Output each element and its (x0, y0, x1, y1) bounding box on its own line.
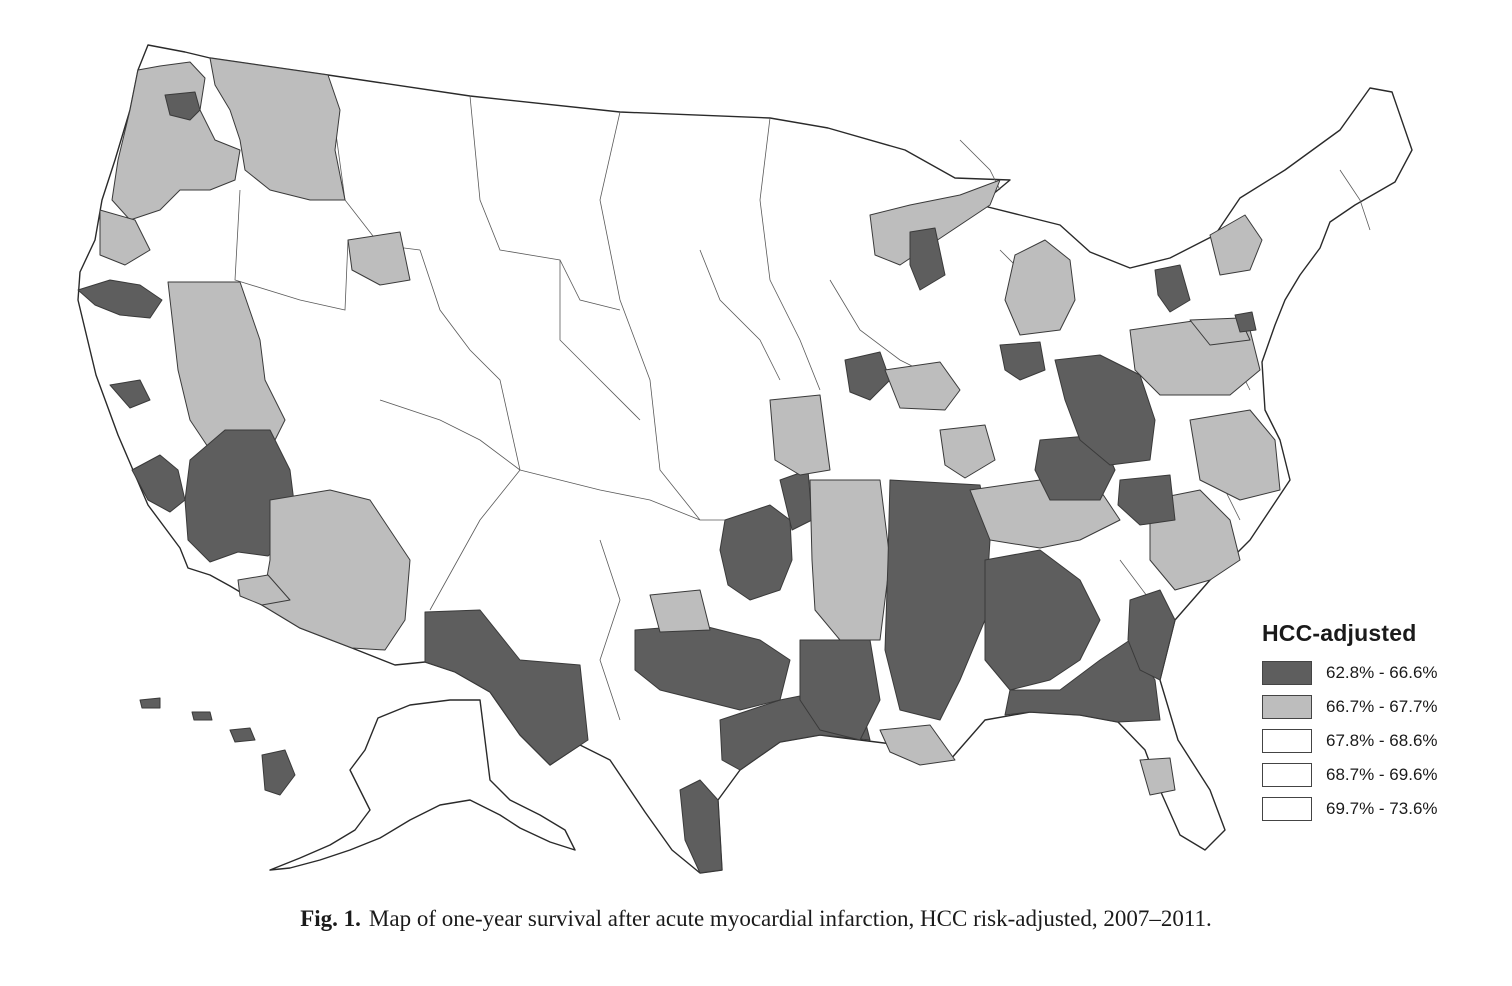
region-dallas-central-texas (634, 624, 791, 711)
region-central-florida (1139, 757, 1176, 796)
region-northern-new-york (1154, 264, 1191, 313)
region-virginia-east (1189, 409, 1281, 501)
legend-item: 69.7% - 73.6% (1262, 793, 1482, 824)
region-seattle-area (164, 91, 201, 121)
region-detroit-ohio (999, 341, 1046, 381)
legend-swatch (1262, 796, 1312, 821)
region-sacramento (109, 379, 151, 409)
legend-item: 66.7% - 67.7% (1262, 691, 1482, 722)
region-wisconsin-north (909, 227, 946, 291)
region-eastern-washington (209, 57, 346, 201)
region-louisiana-south (879, 724, 956, 766)
legend-swatch (1262, 728, 1312, 753)
caption-text: Map of one-year survival after acute myo… (368, 906, 1212, 931)
region-southwest-arizona (237, 574, 291, 606)
region-louisiana (799, 639, 881, 741)
figure-caption: Fig. 1. Map of one-year survival after ac… (0, 906, 1512, 932)
legend-label: 69.7% - 73.6% (1326, 798, 1438, 818)
region-hawaii-big-island (261, 749, 296, 796)
region-oklahoma-east (649, 589, 711, 633)
region-oregon-coast (99, 209, 151, 266)
region-florida-north (1127, 589, 1176, 681)
legend-item: 68.7% - 69.6% (1262, 759, 1482, 790)
region-northern-california-coast (77, 279, 163, 319)
legend-label: 62.8% - 66.6% (1326, 662, 1438, 682)
legend-swatch (1262, 694, 1312, 719)
region-hawaii-oahu (139, 697, 161, 709)
region-northern-illinois (844, 351, 891, 401)
region-western-washington (111, 61, 241, 221)
legend-swatch (1262, 660, 1312, 685)
region-south-texas-coast (679, 779, 723, 874)
region-central-carolinas (1117, 474, 1176, 526)
hrr-regions (77, 57, 1281, 874)
region-northern-michigan (869, 179, 1001, 266)
region-missouri-south (939, 424, 996, 479)
region-south-georgia (1004, 639, 1161, 723)
legend-item: 67.8% - 68.6% (1262, 725, 1482, 756)
hawaii-island-maui (229, 727, 256, 743)
legend-label: 67.8% - 68.6% (1326, 730, 1438, 750)
region-ohio-east (1054, 354, 1156, 466)
region-new-england (1209, 214, 1263, 276)
region-illinois-indiana (884, 361, 961, 411)
caption-label: Fig. 1. (300, 906, 361, 931)
legend-rows: 62.8% - 66.6% 66.7% - 67.7% 67.8% - 68.6% 6… (1262, 657, 1482, 824)
hawaii-small-islands (191, 711, 256, 743)
legend-swatch (1262, 762, 1312, 787)
legend-item: 62.8% - 66.6% (1262, 657, 1482, 688)
region-vermont-nh (1189, 317, 1251, 346)
region-ozarks (719, 504, 793, 601)
region-west-texas (424, 609, 589, 766)
legend-label: 66.7% - 67.7% (1326, 696, 1438, 716)
alaska-outline (269, 699, 576, 871)
region-iowa-missouri (769, 394, 831, 476)
region-michigan-lower (1004, 239, 1076, 336)
region-arkansas-mid (809, 479, 891, 641)
region-maine-coast (1234, 311, 1257, 333)
region-idaho-east (347, 231, 411, 286)
legend-label: 68.7% - 69.6% (1326, 764, 1438, 784)
region-alabama-georgia (984, 549, 1101, 691)
legend: HCC-adjusted 62.8% - 66.6% 66.7% - 67.7% 6… (1262, 620, 1482, 827)
legend-title: HCC-adjusted (1262, 620, 1417, 646)
hawaii-island-molokai (191, 711, 213, 721)
